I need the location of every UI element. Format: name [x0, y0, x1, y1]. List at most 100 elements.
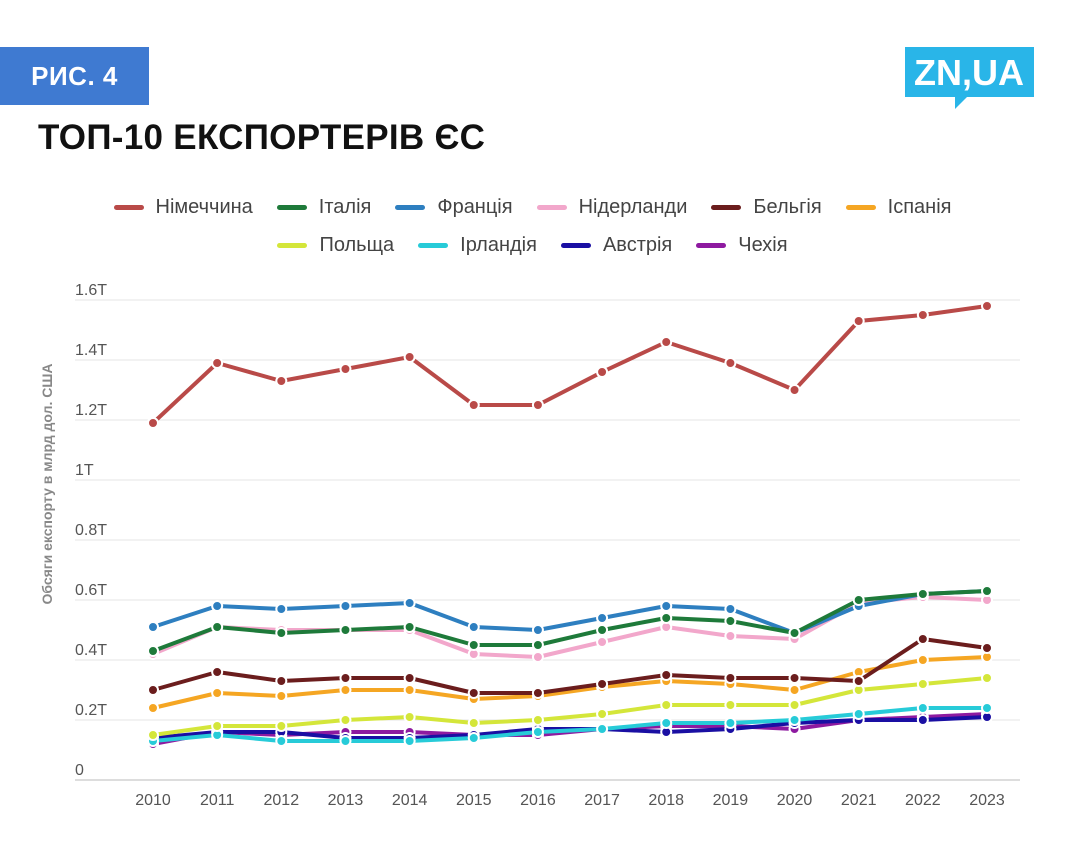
data-point[interactable] — [660, 717, 673, 729]
data-point[interactable] — [788, 684, 801, 696]
data-point[interactable] — [852, 708, 865, 720]
data-point[interactable] — [211, 621, 224, 633]
data-point[interactable] — [403, 684, 416, 696]
data-point[interactable] — [147, 621, 159, 633]
data-point[interactable] — [660, 669, 673, 681]
data-point[interactable] — [724, 357, 737, 369]
legend-item[interactable]: Австрія — [560, 234, 672, 257]
data-point[interactable] — [531, 639, 544, 651]
data-point[interactable] — [147, 684, 159, 696]
data-point[interactable] — [724, 615, 737, 627]
data-point[interactable] — [660, 336, 673, 348]
legend-item[interactable]: Бельгія — [711, 196, 822, 219]
data-point[interactable] — [339, 672, 352, 684]
data-point[interactable] — [852, 315, 865, 327]
data-point[interactable] — [211, 687, 224, 699]
legend-item[interactable]: Нідерланди — [536, 196, 687, 219]
data-point[interactable] — [339, 363, 352, 375]
data-point[interactable] — [531, 651, 544, 663]
data-point[interactable] — [788, 699, 801, 711]
data-point[interactable] — [339, 735, 352, 747]
data-point[interactable] — [596, 624, 609, 636]
legend-item[interactable]: Франція — [395, 196, 513, 219]
data-point[interactable] — [596, 723, 609, 735]
data-point[interactable] — [403, 735, 416, 747]
data-point[interactable] — [403, 351, 416, 363]
data-point[interactable] — [467, 639, 480, 651]
data-point[interactable] — [981, 702, 993, 714]
data-point[interactable] — [275, 690, 288, 702]
data-point[interactable] — [339, 714, 352, 726]
legend-item[interactable]: Чехія — [696, 234, 788, 257]
data-point[interactable] — [724, 699, 737, 711]
data-point[interactable] — [531, 399, 544, 411]
data-point[interactable] — [660, 600, 673, 612]
data-point[interactable] — [916, 654, 929, 666]
data-point[interactable] — [788, 627, 801, 639]
data-point[interactable] — [596, 678, 609, 690]
data-point[interactable] — [788, 384, 801, 396]
data-point[interactable] — [852, 675, 865, 687]
data-point[interactable] — [147, 702, 159, 714]
data-point[interactable] — [403, 621, 416, 633]
data-point[interactable] — [339, 684, 352, 696]
data-point[interactable] — [531, 714, 544, 726]
data-point[interactable] — [852, 594, 865, 606]
data-point[interactable] — [147, 729, 159, 741]
data-point[interactable] — [916, 678, 929, 690]
data-point[interactable] — [788, 672, 801, 684]
series — [147, 672, 993, 741]
legend-item[interactable]: Німеччина — [113, 196, 253, 219]
legend-item[interactable]: Іспанія — [845, 196, 951, 219]
data-point[interactable] — [339, 600, 352, 612]
data-point[interactable] — [596, 636, 609, 648]
data-point[interactable] — [147, 645, 159, 657]
data-point[interactable] — [467, 717, 480, 729]
data-point[interactable] — [981, 642, 993, 654]
data-point[interactable] — [275, 627, 288, 639]
data-point[interactable] — [211, 357, 224, 369]
data-point[interactable] — [403, 597, 416, 609]
data-point[interactable] — [596, 366, 609, 378]
data-point[interactable] — [275, 603, 288, 615]
data-point[interactable] — [981, 672, 993, 684]
data-point[interactable] — [724, 630, 737, 642]
data-point[interactable] — [916, 714, 929, 726]
data-point[interactable] — [596, 708, 609, 720]
data-point[interactable] — [596, 612, 609, 624]
data-point[interactable] — [724, 672, 737, 684]
data-point[interactable] — [467, 621, 480, 633]
data-point[interactable] — [467, 732, 480, 744]
legend-item[interactable]: Італія — [276, 196, 371, 219]
legend-item[interactable]: Польща — [277, 234, 394, 257]
data-point[interactable] — [916, 588, 929, 600]
data-point[interactable] — [339, 624, 352, 636]
x-tick-label: 2023 — [969, 792, 1005, 809]
data-point[interactable] — [788, 714, 801, 726]
data-point[interactable] — [981, 585, 993, 597]
data-point[interactable] — [531, 687, 544, 699]
data-point[interactable] — [467, 687, 480, 699]
data-point[interactable] — [981, 300, 993, 312]
data-point[interactable] — [916, 633, 929, 645]
data-point[interactable] — [403, 711, 416, 723]
data-point[interactable] — [531, 624, 544, 636]
data-point[interactable] — [531, 726, 544, 738]
legend-item[interactable]: Ірландія — [418, 234, 537, 257]
data-point[interactable] — [724, 717, 737, 729]
data-point[interactable] — [211, 600, 224, 612]
data-point[interactable] — [916, 702, 929, 714]
data-point[interactable] — [724, 603, 737, 615]
data-point[interactable] — [211, 666, 224, 678]
data-point[interactable] — [916, 309, 929, 321]
data-point[interactable] — [275, 375, 288, 387]
data-point[interactable] — [147, 417, 159, 429]
data-point[interactable] — [660, 699, 673, 711]
data-point[interactable] — [275, 675, 288, 687]
data-point[interactable] — [211, 720, 224, 732]
data-point[interactable] — [275, 720, 288, 732]
data-point[interactable] — [467, 399, 480, 411]
data-point[interactable] — [660, 612, 673, 624]
data-point[interactable] — [275, 735, 288, 747]
data-point[interactable] — [403, 672, 416, 684]
